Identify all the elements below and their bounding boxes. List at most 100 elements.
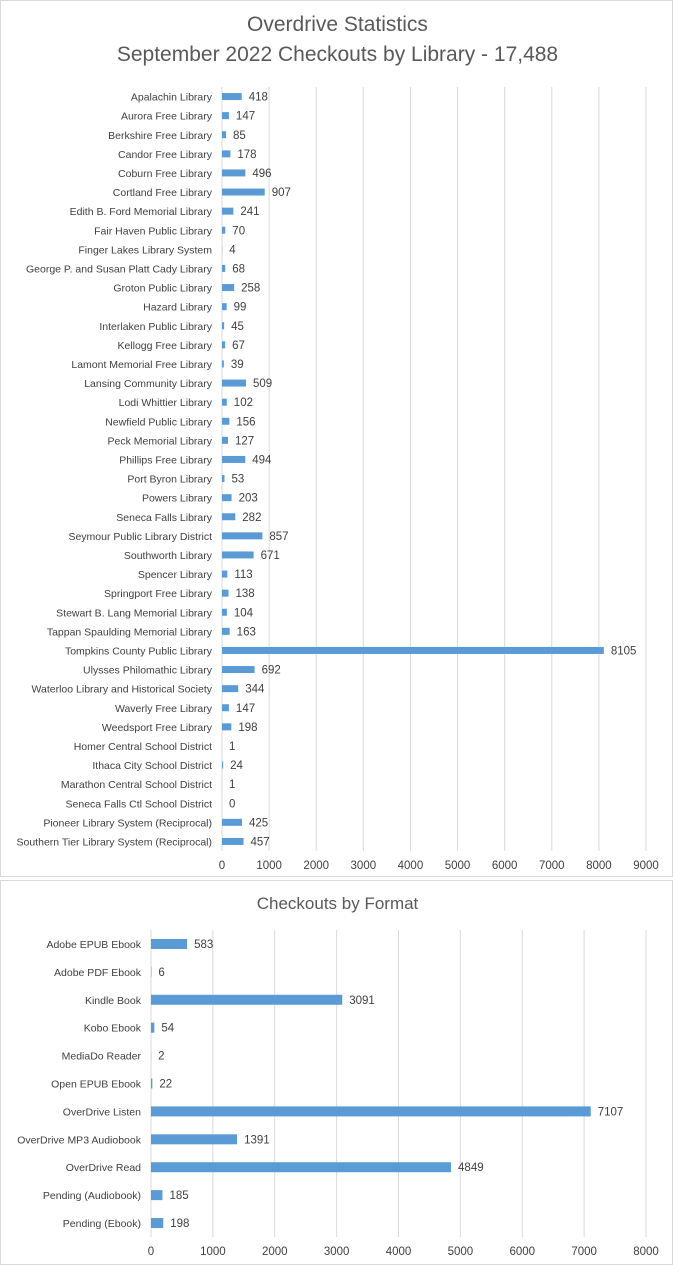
bar	[222, 818, 243, 826]
data-label: 6	[158, 967, 164, 979]
bar	[222, 723, 232, 731]
category-label: Kobo Ebook	[84, 1023, 142, 1035]
bar	[222, 93, 242, 101]
data-label: 7107	[598, 1106, 624, 1118]
bar	[222, 551, 254, 559]
library-checkouts-chart: 0 1000 2000 3000 4000 5000 6000 7000 8000 9000 Apa…	[17, 87, 659, 872]
category-label: Ithaca City School District	[92, 760, 212, 772]
format-chart-title: Checkouts by Format	[256, 894, 419, 913]
category-label: Groton Public Library	[113, 283, 212, 295]
bar	[222, 322, 225, 330]
data-label: 113	[234, 569, 252, 581]
data-label: 1	[229, 779, 235, 791]
x-tick-label: 9000	[633, 860, 659, 872]
category-label: Tompkins County Public Library	[65, 645, 213, 657]
category-label: Pending (Audiobook)	[43, 1190, 141, 1202]
category-label: Open EPUB Ebook	[51, 1079, 142, 1091]
data-label: 3091	[349, 995, 375, 1007]
category-label: OverDrive Read	[66, 1162, 141, 1174]
data-label: 692	[262, 665, 281, 677]
bar	[222, 303, 227, 311]
category-label: Kellogg Free Library	[117, 340, 212, 352]
data-label: 68	[232, 263, 245, 275]
data-label: 496	[252, 168, 271, 180]
category-label: George P. and Susan Platt Cady Library	[26, 263, 213, 275]
data-label: 67	[232, 340, 245, 352]
bar	[151, 1078, 153, 1089]
bar	[151, 1162, 452, 1173]
x-tick-label: 8000	[633, 1246, 659, 1258]
chart-title: Overdrive Statistics	[247, 13, 428, 36]
category-label: Finger Lakes Library System	[78, 244, 212, 256]
x-tick-label: 1000	[256, 860, 282, 872]
chart-subtitle: September 2022 Checkouts by Library - 17…	[116, 43, 559, 66]
data-label: 104	[234, 607, 254, 619]
category-label: Springport Free Library	[104, 588, 213, 600]
x-tick-label: 5000	[448, 1246, 474, 1258]
category-label: Lamont Memorial Free Library	[71, 359, 212, 371]
data-label: 185	[169, 1190, 188, 1202]
data-label: 22	[159, 1079, 172, 1091]
bar	[222, 360, 224, 368]
category-label: OverDrive Listen	[63, 1106, 141, 1118]
category-label: Seneca Falls Library	[116, 512, 212, 524]
data-label: 54	[161, 1023, 174, 1035]
category-label: Fair Haven Public Library	[94, 225, 213, 237]
data-label: 258	[241, 283, 260, 295]
category-label: Peck Memorial Library	[108, 435, 213, 447]
category-label: Powers Library	[142, 493, 213, 505]
category-label: Adobe EPUB Ebook	[46, 939, 141, 951]
data-label: 147	[236, 703, 255, 715]
category-label: Ulysses Philomathic Library	[83, 665, 213, 677]
category-label: Edith B. Ford Memorial Library	[70, 206, 213, 218]
data-label: 127	[235, 435, 254, 447]
bar	[151, 1190, 163, 1201]
category-label: Stewart B. Lang Memorial Library	[56, 607, 213, 619]
library-chart-panel: Overdrive Statistics September 2022 Chec…	[0, 0, 673, 877]
bar	[222, 704, 229, 712]
data-label: 102	[234, 397, 253, 409]
category-label: Southern Tier Library System (Reciprocal…	[17, 836, 213, 848]
bar	[151, 1022, 155, 1033]
data-label: 344	[245, 684, 265, 696]
category-label: Port Byron Library	[127, 474, 212, 486]
category-label: Aurora Free Library	[121, 111, 213, 123]
data-label: 241	[240, 206, 259, 218]
x-tick-label: 1000	[200, 1246, 226, 1258]
x-tick-label: 6000	[509, 1246, 535, 1258]
x-tick-label: 3000	[351, 860, 377, 872]
bar	[222, 627, 230, 635]
bar	[222, 207, 234, 215]
bar	[222, 646, 604, 654]
x-tick-label: 8000	[586, 860, 612, 872]
bar	[222, 341, 226, 349]
data-label: 4	[229, 244, 236, 256]
category-label: Candor Free Library	[118, 149, 213, 161]
data-label: 282	[242, 512, 261, 524]
data-label: 494	[252, 454, 272, 466]
data-label: 198	[238, 722, 257, 734]
bar	[222, 513, 236, 521]
category-label: Lodi Whittier Library	[119, 397, 213, 409]
category-label: Berkshire Free Library	[108, 130, 213, 142]
data-label: 4849	[458, 1162, 484, 1174]
bar	[222, 685, 239, 693]
data-label: 70	[232, 225, 245, 237]
category-label: Adobe PDF Ebook	[54, 967, 142, 979]
bar	[222, 150, 231, 158]
format-checkouts-chart: 0 1000 2000 3000 4000 5000 6000 7000 8000 Adobe E…	[17, 930, 659, 1258]
bar	[222, 112, 229, 120]
bar	[222, 188, 265, 196]
x-tick-label: 4000	[398, 860, 424, 872]
category-label: OverDrive MP3 Audiobook	[17, 1134, 141, 1146]
data-label: 8105	[611, 645, 637, 657]
category-label: Interlaken Public Library	[99, 321, 212, 333]
category-label: Seymour Public Library District	[68, 531, 212, 543]
x-tick-label: 2000	[262, 1246, 288, 1258]
bar	[222, 761, 224, 769]
data-label: 53	[231, 474, 244, 486]
category-label: Kindle Book	[85, 995, 142, 1007]
bar	[222, 398, 227, 406]
bar	[222, 455, 246, 463]
category-label: Lansing Community Library	[84, 378, 213, 390]
